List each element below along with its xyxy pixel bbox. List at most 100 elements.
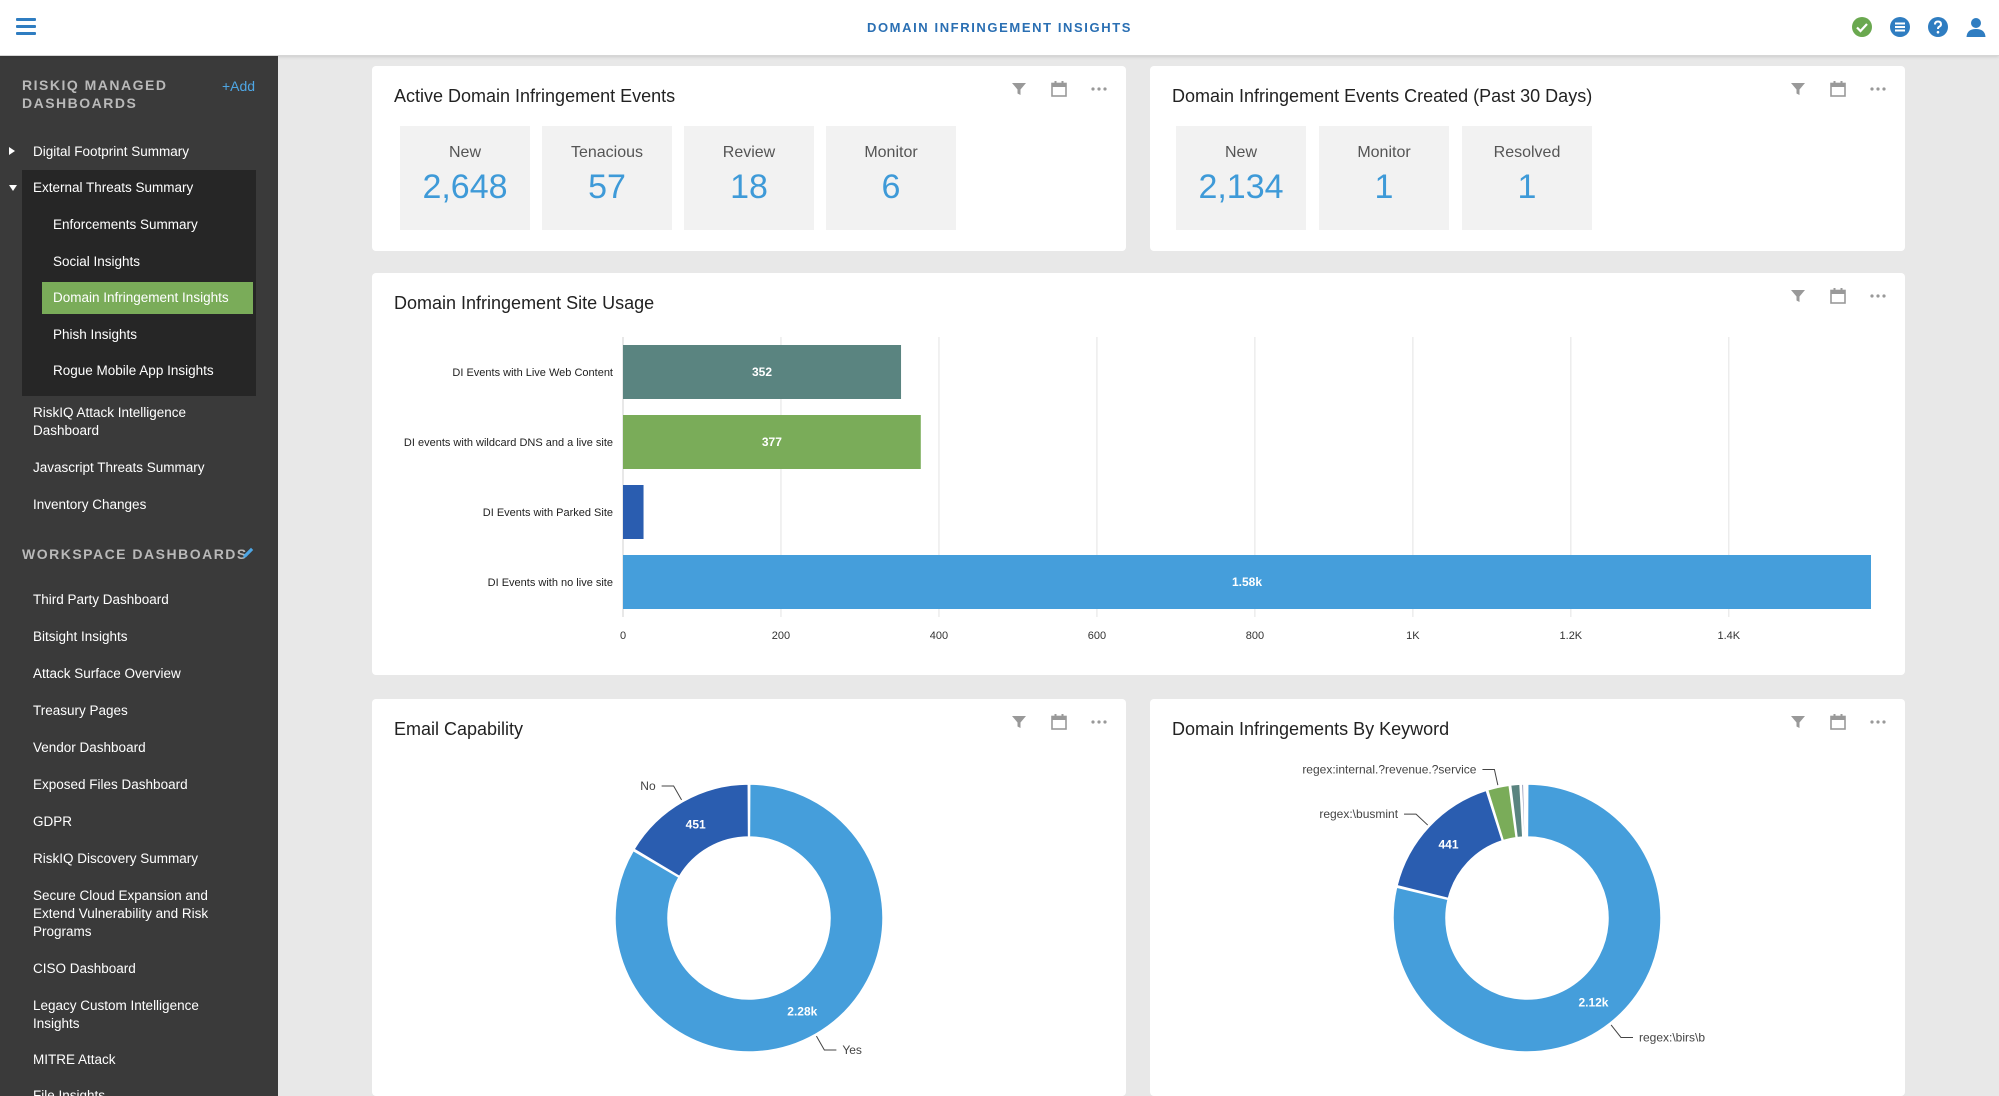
filter-icon[interactable] — [1789, 80, 1807, 98]
donut-slice — [614, 783, 884, 1053]
calendar-icon[interactable] — [1829, 287, 1847, 305]
data-label: 377 — [762, 435, 782, 449]
more-options-icon[interactable] — [1869, 287, 1887, 305]
active-events-card: Active Domain Infringement Events New 2,… — [372, 66, 1126, 251]
sidebar-item-domain-infringement[interactable]: Domain Infringement Insights — [53, 290, 229, 305]
created-events-card: Domain Infringement Events Created (Past… — [1150, 66, 1905, 251]
sidebar-item-exposed-files[interactable]: Exposed Files Dashboard — [33, 777, 188, 792]
sidebar-item-mitre[interactable]: MITRE Attack — [33, 1052, 116, 1067]
add-dashboard-button[interactable]: +Add — [222, 78, 256, 94]
bar — [623, 345, 902, 399]
sidebar-item-discovery-summary[interactable]: RiskIQ Discovery Summary — [33, 851, 199, 866]
leader-line — [1482, 769, 1499, 786]
sidebar-item-legacy-custom[interactable]: Legacy Custom Intelligence Insights — [33, 998, 199, 1031]
stat-monitor[interactable]: Monitor 6 — [826, 126, 956, 230]
help-icon[interactable] — [1927, 16, 1949, 38]
edit-pencil-icon[interactable] — [241, 546, 255, 560]
leader-line — [1610, 1024, 1633, 1038]
list-icon[interactable] — [1889, 16, 1911, 38]
calendar-icon[interactable] — [1829, 713, 1847, 731]
check-circle-icon[interactable] — [1851, 16, 1873, 38]
bar — [623, 485, 644, 539]
sidebar-item-inventory-changes[interactable]: Inventory Changes — [33, 497, 147, 512]
stat-new[interactable]: New 2,134 — [1176, 126, 1306, 230]
sidebar-item-secure-cloud[interactable]: Secure Cloud Expansion and Extend Vulner… — [33, 888, 209, 939]
x-tick-label: 0 — [620, 630, 626, 642]
stat-monitor[interactable]: Monitor 1 — [1319, 126, 1449, 230]
expand-arrow-icon[interactable] — [9, 147, 15, 155]
sidebar-item-rogue-mobile[interactable]: Rogue Mobile App Insights — [53, 363, 214, 378]
x-tick-label: 1.4K — [1718, 630, 1741, 642]
more-options-icon[interactable] — [1869, 80, 1887, 98]
user-icon[interactable] — [1965, 16, 1987, 38]
keyword-donut: 2.12k 441 regex:\birs\b regex:\busmint regex… — [1302, 763, 1705, 1053]
sidebar-item-file-insights[interactable]: File Insights — [33, 1088, 106, 1096]
calendar-icon[interactable] — [1829, 80, 1847, 98]
filter-icon[interactable] — [1789, 287, 1807, 305]
email-capability-donut: 2.28k 451 Yes No — [614, 779, 884, 1057]
slice-data-label: 2.12k — [1578, 995, 1608, 1009]
category-label: DI Events with no live site — [488, 577, 613, 589]
stat-label: Tenacious — [570, 144, 644, 161]
stat-value: 57 — [588, 168, 626, 206]
slice-category-label: regex:\busmint — [1319, 807, 1398, 821]
sidebar-item-social-insights[interactable]: Social Insights — [53, 254, 141, 269]
card-title: Domain Infringements By Keyword — [1172, 719, 1450, 739]
top-icons — [1851, 16, 1987, 38]
menu-icon[interactable] — [16, 18, 36, 36]
x-tick-label: 1K — [1406, 630, 1420, 642]
sidebar-item-ciso[interactable]: CISO Dashboard — [33, 961, 136, 976]
donut-slice — [1509, 783, 1524, 839]
sidebar-item-enforcements[interactable]: Enforcements Summary — [53, 217, 198, 232]
stat-review[interactable]: Review 18 — [684, 126, 814, 230]
card-tools — [1010, 80, 1108, 98]
card-tools — [1789, 80, 1887, 98]
x-tick-label: 600 — [1088, 630, 1106, 642]
card-title: Active Domain Infringement Events — [394, 86, 676, 106]
sidebar-item-phish-insights[interactable]: Phish Insights — [53, 327, 138, 342]
site-usage-card: Domain Infringement Site Usage 0 200 400 60… — [372, 273, 1905, 675]
sidebar-item-javascript-threats[interactable]: Javascript Threats Summary — [33, 460, 205, 475]
card-title: Domain Infringement Site Usage — [394, 293, 655, 313]
calendar-icon[interactable] — [1050, 713, 1068, 731]
x-tick-label: 800 — [1246, 630, 1264, 642]
sidebar: RISKIQ MANAGED DASHBOARDS +Add Digital F… — [0, 56, 278, 1096]
bar — [623, 415, 921, 469]
sidebar-item-digital-footprint[interactable]: Digital Footprint Summary — [33, 144, 190, 159]
slice-category-label: Yes — [842, 1043, 862, 1057]
donut-slice — [1524, 783, 1528, 838]
x-tick-label: 200 — [772, 630, 790, 642]
sidebar-item-vendor[interactable]: Vendor Dashboard — [33, 740, 146, 755]
sidebar-item-gdpr[interactable]: GDPR — [33, 814, 73, 829]
managed-dashboards-heading: RISKIQ MANAGED DASHBOARDS — [22, 77, 168, 111]
leader-line — [661, 785, 682, 801]
more-options-icon[interactable] — [1869, 713, 1887, 731]
stat-value: 6 — [881, 168, 901, 206]
sidebar-item-bitsight[interactable]: Bitsight Insights — [33, 629, 128, 644]
page-title: DOMAIN INFRINGEMENT INSIGHTS — [866, 20, 1133, 35]
stat-tenacious[interactable]: Tenacious 57 — [542, 126, 672, 230]
stat-label: Review — [722, 144, 776, 161]
sidebar-item-third-party[interactable]: Third Party Dashboard — [33, 592, 169, 607]
x-tick-label: 1.2K — [1560, 630, 1583, 642]
slice-category-label: regex:\birs\b — [1639, 1030, 1705, 1044]
slice-data-label: 441 — [1439, 838, 1459, 852]
filter-icon[interactable] — [1010, 713, 1028, 731]
filter-icon[interactable] — [1789, 713, 1807, 731]
stat-value: 18 — [730, 168, 768, 206]
stat-resolved[interactable]: Resolved 1 — [1462, 126, 1592, 230]
stat-value: 1 — [1517, 168, 1537, 206]
more-options-icon[interactable] — [1090, 80, 1108, 98]
sidebar-item-attack-intelligence[interactable]: RiskIQ Attack Intelligence Dashboard — [33, 405, 187, 438]
keyword-card: Domain Infringements By Keyword 2.12k 441… — [1150, 699, 1905, 1096]
collapse-arrow-icon[interactable] — [9, 185, 17, 191]
stat-new[interactable]: New 2,648 — [400, 126, 530, 230]
filter-icon[interactable] — [1010, 80, 1028, 98]
donut-slice — [632, 783, 750, 878]
sidebar-item-attack-surface[interactable]: Attack Surface Overview — [33, 666, 181, 681]
sidebar-item-treasury[interactable]: Treasury Pages — [33, 703, 128, 718]
leader-line — [1404, 813, 1429, 826]
sidebar-item-external-threats[interactable]: External Threats Summary — [33, 180, 194, 195]
more-options-icon[interactable] — [1090, 713, 1108, 731]
calendar-icon[interactable] — [1050, 80, 1068, 98]
